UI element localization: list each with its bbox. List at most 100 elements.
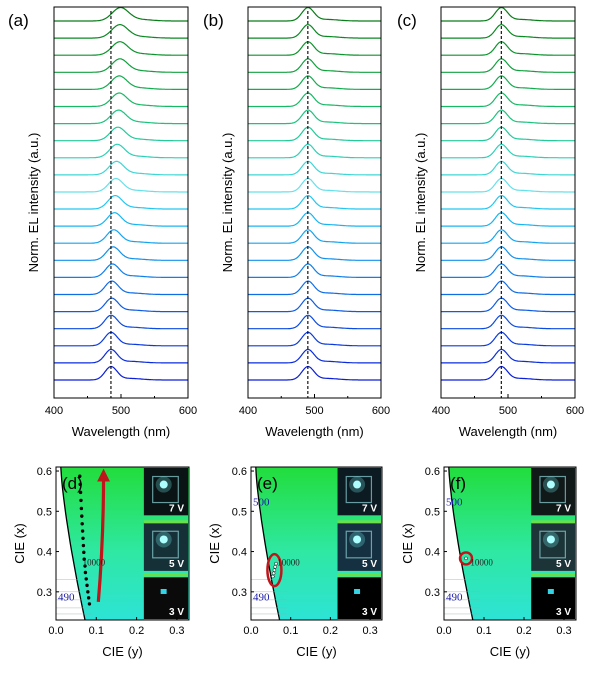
cie-point	[80, 529, 85, 533]
spectrum-line-22	[441, 6, 575, 22]
x-tick-label: 0.3	[362, 625, 377, 637]
photo-separator	[337, 520, 381, 524]
voltage-label: 3 V	[556, 607, 571, 618]
spectrum-line-4	[248, 314, 381, 330]
x-tick-label: 500	[499, 405, 517, 417]
voltage-label: 3 V	[169, 607, 184, 618]
panel-label: (b)	[203, 11, 224, 30]
x-axis-label: CIE (y)	[490, 644, 530, 659]
x-tick-label: 400	[45, 405, 63, 417]
x-tick-label: 0.3	[169, 625, 184, 637]
spectrum-line-16	[441, 109, 575, 125]
highlight-circle	[458, 551, 474, 566]
spectrum-line-6	[54, 280, 188, 296]
cie-point	[274, 561, 278, 566]
wavelength-label: 490	[446, 592, 463, 604]
voltage-label: 5 V	[556, 559, 571, 570]
photo-background	[143, 577, 188, 619]
x-tick-label: 0.0	[48, 625, 63, 637]
wavelength-label: 490	[58, 592, 75, 604]
spectrum-line-13	[54, 160, 188, 176]
photo-glow-halo	[155, 476, 172, 493]
cie-point	[87, 602, 92, 606]
spectrum-line-19	[54, 58, 188, 73]
spectrum-line-11	[248, 195, 381, 210]
cct-label: 10000	[470, 558, 493, 568]
spectrum-line-3	[441, 331, 575, 347]
photo-glow-halo	[542, 531, 559, 548]
x-tick-label: 0.2	[516, 625, 531, 637]
x-axis-label: Wavelength (nm)	[265, 424, 364, 439]
x-axis-label: CIE (y)	[102, 644, 142, 659]
spectrum-line-15	[248, 126, 381, 142]
y-tick-label: 0.5	[37, 506, 52, 518]
spectrum-line-10	[441, 212, 575, 227]
cie-point	[78, 474, 82, 478]
y-tick-label: 0.3	[232, 587, 247, 599]
axes-frame	[55, 466, 190, 621]
device-photo: 3 V	[337, 577, 381, 619]
spectrum-line-12	[248, 177, 381, 193]
device-photo: 3 V	[143, 577, 188, 619]
cie-point	[271, 574, 275, 579]
spectrum-line-18	[54, 75, 188, 90]
photo-glow	[546, 480, 555, 489]
device-photo: 3 V	[531, 577, 575, 619]
photo-glow	[353, 535, 362, 544]
photo-glow-halo	[349, 476, 366, 493]
cie-point	[78, 490, 83, 495]
axes-frame	[247, 6, 382, 399]
cie-point	[86, 596, 91, 600]
cie-point	[84, 577, 88, 581]
cie-point	[273, 565, 277, 569]
spectrum-line-4	[54, 314, 188, 330]
x-tick-label: 0.2	[323, 625, 338, 637]
spectrum-line-7	[441, 263, 575, 278]
x-tick-label: 0.0	[243, 625, 258, 637]
y-tick-label: 0.4	[232, 547, 247, 559]
spectrum-line-17	[54, 92, 188, 108]
cie-point	[83, 570, 88, 575]
panel-label: (c)	[397, 11, 417, 30]
photo-background	[531, 522, 575, 571]
y-tick-label: 0.6	[425, 466, 440, 478]
axes-frame	[250, 466, 383, 621]
spectral-locus	[255, 466, 281, 621]
spectrum-line-19	[248, 58, 381, 73]
y-tick-label: 0.4	[37, 547, 52, 559]
photo-background	[143, 468, 188, 516]
spectrum-line-8	[441, 246, 575, 261]
spectrum-line-5	[248, 297, 381, 313]
spectrum-line-17	[248, 92, 381, 108]
spectrum-line-18	[248, 75, 381, 90]
photo-glow	[353, 480, 362, 489]
y-tick-label: 0.6	[37, 466, 52, 478]
cct-label: 10000	[83, 558, 106, 568]
spectrum-line-8	[54, 246, 188, 261]
photo-frame	[345, 475, 373, 504]
photo-background	[337, 577, 381, 619]
cie-point	[83, 564, 87, 568]
cie-point	[82, 550, 86, 555]
axes-frame	[53, 6, 189, 399]
voltage-label: 7 V	[169, 503, 184, 514]
wavelength-label: 490	[253, 592, 270, 604]
spectrum-line-14	[441, 143, 575, 159]
y-axis-label: Norm. EL intensity (a.u.)	[220, 133, 235, 273]
spectrum-line-7	[248, 263, 381, 278]
photo-frame	[539, 530, 566, 559]
spectrum-line-12	[54, 177, 188, 193]
spectrum-line-3	[54, 331, 188, 347]
spectrum-line-11	[441, 195, 575, 210]
axes-frame	[440, 6, 576, 399]
cie-point	[464, 556, 468, 561]
wavelength-label: 500	[253, 496, 270, 508]
cie-panel-d: 490 10000 7 V 5 V 3 V 0.0 0.1 0.2 0.3 0.3 0.4 0.5 0.…	[12, 466, 190, 659]
y-axis-label: Norm. EL intensity (a.u.)	[413, 133, 428, 273]
photo-background	[337, 522, 381, 571]
panel-label: (e)	[257, 474, 278, 493]
spectrum-line-16	[54, 109, 188, 125]
spectrum-line-21	[248, 23, 381, 39]
spectrum-panel-a: 400 500 600 Wavelength (nm) Norm. EL intensi…	[8, 6, 197, 439]
